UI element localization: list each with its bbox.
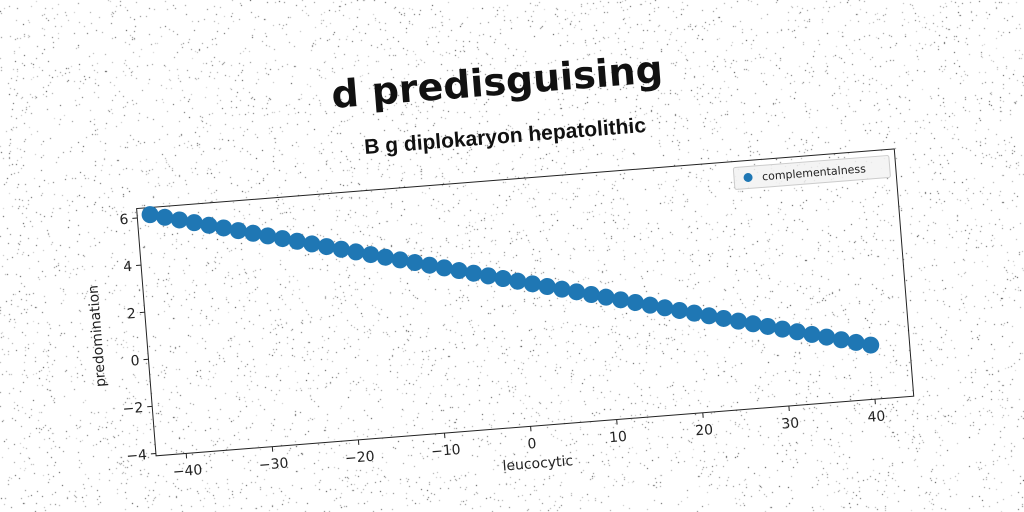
data-point (568, 283, 586, 301)
data-point (773, 320, 791, 338)
data-point (523, 275, 541, 293)
data-point (759, 317, 777, 335)
data-point (362, 246, 380, 264)
data-point (626, 293, 644, 311)
data-point (597, 288, 615, 306)
y-tick-label: −4 (126, 447, 148, 465)
data-point (200, 216, 218, 234)
data-point (303, 235, 321, 253)
data-point (391, 251, 409, 269)
data-point (832, 331, 850, 349)
x-tick-label: −30 (258, 455, 289, 473)
plot-area-frame (136, 148, 915, 457)
data-point (729, 312, 747, 330)
data-point (170, 211, 188, 229)
data-point (788, 323, 806, 341)
data-point (656, 299, 674, 317)
legend: complementalness (732, 155, 891, 190)
data-point (803, 325, 821, 343)
data-point (862, 336, 880, 354)
y-tick-label: 0 (130, 353, 140, 370)
data-points (141, 206, 880, 354)
data-point (465, 264, 483, 282)
data-point (847, 333, 865, 351)
data-point (288, 232, 306, 250)
data-point (450, 262, 468, 280)
data-point (421, 256, 439, 274)
x-tick-label: 20 (695, 422, 714, 439)
data-point (406, 254, 424, 272)
data-point (347, 243, 365, 261)
data-point (141, 206, 159, 224)
x-tick-label: 10 (609, 429, 628, 446)
data-point (582, 285, 600, 303)
data-point (229, 222, 247, 240)
x-axis-label: leucocytic (502, 453, 574, 474)
data-point (318, 238, 336, 256)
x-tick-label: 0 (527, 436, 537, 453)
data-point (494, 270, 512, 288)
legend-box (732, 155, 891, 190)
x-tick-label: 30 (781, 415, 800, 432)
x-tick-label: −10 (431, 442, 462, 460)
data-point (259, 227, 277, 245)
data-point (215, 219, 233, 237)
data-point (185, 214, 203, 232)
data-point (685, 304, 703, 322)
data-point (479, 267, 497, 285)
y-axis-label: predomination (86, 284, 110, 387)
data-point (671, 301, 689, 319)
data-point (715, 309, 733, 327)
y-tick-label: 6 (119, 212, 129, 229)
data-point (332, 240, 350, 258)
chart-subtitle: B g diplokaryon hepatolithic (363, 114, 647, 159)
y-tick-label: 2 (126, 306, 136, 323)
data-point (744, 315, 762, 333)
data-point (244, 224, 262, 242)
data-point (273, 230, 291, 248)
data-point (641, 296, 659, 314)
y-tick-label: −2 (122, 400, 144, 418)
chart-title: d predisguising (330, 47, 665, 117)
y-tick-label: 4 (123, 259, 133, 276)
legend-marker (743, 173, 753, 183)
x-tick-label: 40 (867, 409, 886, 426)
x-tick-label: −20 (344, 449, 375, 467)
data-point (156, 208, 174, 226)
data-point (538, 278, 556, 296)
data-point (376, 248, 394, 266)
data-point (612, 291, 630, 309)
data-point (553, 280, 571, 298)
data-point (818, 328, 836, 346)
data-point (700, 307, 718, 325)
x-tick-label: −40 (172, 462, 203, 480)
data-point (435, 259, 453, 277)
data-point (509, 272, 527, 290)
x-axis-ticks: −40 −30 −20 −10 0 10 20 30 40 (172, 399, 886, 481)
y-axis-ticks: −4 −2 0 2 4 6 (119, 212, 156, 465)
